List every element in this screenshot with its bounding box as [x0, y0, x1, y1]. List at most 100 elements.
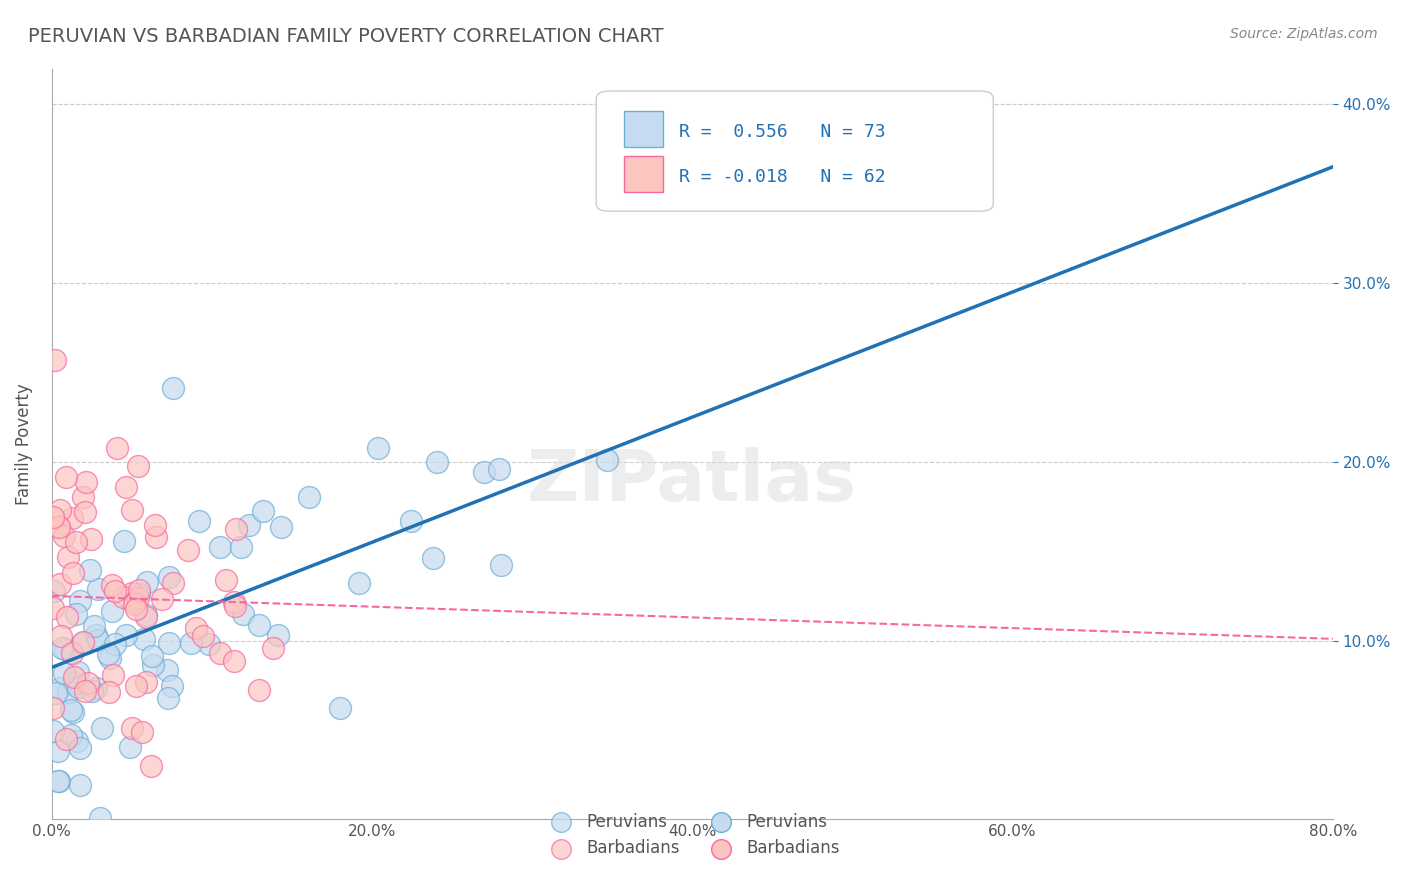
Peruvians: [48, 774, 70, 789]
Barbadians: [52, 528, 75, 542]
Peruvians: [157, 570, 180, 584]
Peruvians: [489, 558, 512, 573]
Peruvians: [87, 632, 110, 647]
Barbadians: [77, 676, 100, 690]
Peruvians: [69, 593, 91, 607]
Peruvians: [188, 514, 211, 528]
Peruvians: [141, 648, 163, 663]
Barbadians: [115, 480, 138, 494]
Barbadians: [193, 630, 215, 644]
Barbadians: [224, 599, 246, 614]
Peruvians: [209, 540, 232, 554]
Peruvians: [329, 701, 352, 715]
Peruvians: [69, 740, 91, 755]
Barbadians: [103, 667, 125, 681]
Text: PERUVIAN VS BARBADIAN FAMILY POVERTY CORRELATION CHART: PERUVIAN VS BARBADIAN FAMILY POVERTY COR…: [28, 27, 664, 45]
Peruvians: [596, 453, 619, 467]
Barbadians: [42, 509, 65, 524]
Barbadians: [121, 503, 143, 517]
FancyBboxPatch shape: [596, 91, 993, 211]
Peruvians: [46, 773, 69, 788]
Peruvians: [135, 607, 157, 622]
Peruvians: [72, 636, 94, 650]
Text: R = -0.018   N = 62: R = -0.018 N = 62: [679, 168, 886, 186]
Peruvians: [142, 658, 165, 673]
Peruvians: [69, 778, 91, 792]
Barbadians: [55, 469, 77, 483]
Barbadians: [60, 646, 83, 660]
Peruvians: [134, 632, 156, 646]
Barbadians: [73, 684, 96, 698]
Barbadians: [121, 721, 143, 735]
Barbadians: [186, 621, 208, 635]
Peruvians: [66, 680, 89, 694]
Legend: Peruvians, Barbadians, Peruvians, Barbadians: Peruvians, Barbadians, Peruvians, Barbad…: [538, 806, 846, 863]
Peruvians: [46, 744, 69, 758]
Peruvians: [84, 681, 107, 695]
Barbadians: [128, 583, 150, 598]
Barbadians: [104, 583, 127, 598]
Barbadians: [60, 510, 83, 524]
Peruvians: [488, 462, 510, 476]
Barbadians: [65, 534, 87, 549]
Peruvians: [162, 381, 184, 395]
Peruvians: [91, 721, 114, 735]
Peruvians: [112, 534, 135, 549]
Peruvians: [426, 455, 449, 469]
Barbadians: [58, 549, 80, 564]
Barbadians: [98, 684, 121, 698]
Peruvians: [84, 628, 107, 642]
Barbadians: [42, 601, 65, 615]
FancyBboxPatch shape: [624, 155, 662, 192]
Barbadians: [125, 602, 148, 616]
Barbadians: [121, 585, 143, 599]
Y-axis label: Family Poverty: Family Poverty: [15, 383, 32, 505]
Peruvians: [52, 666, 75, 681]
Peruvians: [232, 607, 254, 621]
Peruvians: [399, 514, 422, 528]
Barbadians: [145, 530, 167, 544]
Barbadians: [75, 505, 97, 519]
Peruvians: [65, 607, 87, 621]
Barbadians: [131, 724, 153, 739]
Peruvians: [180, 636, 202, 650]
Peruvians: [472, 465, 495, 479]
Barbadians: [105, 441, 128, 455]
Barbadians: [63, 670, 86, 684]
Barbadians: [72, 635, 94, 649]
Barbadians: [262, 640, 284, 655]
Text: ZIPatlas: ZIPatlas: [527, 447, 858, 516]
Peruvians: [115, 628, 138, 642]
Peruvians: [128, 587, 150, 601]
Barbadians: [225, 522, 247, 536]
FancyBboxPatch shape: [624, 112, 662, 147]
Peruvians: [349, 575, 371, 590]
Barbadians: [208, 646, 231, 660]
Barbadians: [125, 679, 148, 693]
Peruvians: [156, 663, 179, 677]
Barbadians: [135, 610, 157, 624]
Peruvians: [160, 679, 183, 693]
Barbadians: [247, 683, 270, 698]
Peruvians: [252, 504, 274, 518]
Barbadians: [48, 503, 70, 517]
Barbadians: [122, 597, 145, 611]
Peruvians: [66, 665, 89, 679]
Barbadians: [112, 591, 135, 605]
Peruvians: [367, 442, 389, 456]
Barbadians: [48, 520, 70, 534]
Peruvians: [101, 604, 124, 618]
Peruvians: [45, 686, 67, 700]
Barbadians: [135, 675, 157, 690]
Peruvians: [66, 733, 89, 747]
Peruvians: [97, 647, 120, 661]
Barbadians: [127, 591, 149, 605]
Peruvians: [422, 551, 444, 566]
Barbadians: [56, 610, 79, 624]
Peruvians: [98, 651, 121, 665]
Peruvians: [53, 641, 76, 656]
Peruvians: [44, 584, 66, 599]
Peruvians: [89, 811, 111, 825]
Barbadians: [141, 759, 163, 773]
Peruvians: [231, 541, 253, 555]
